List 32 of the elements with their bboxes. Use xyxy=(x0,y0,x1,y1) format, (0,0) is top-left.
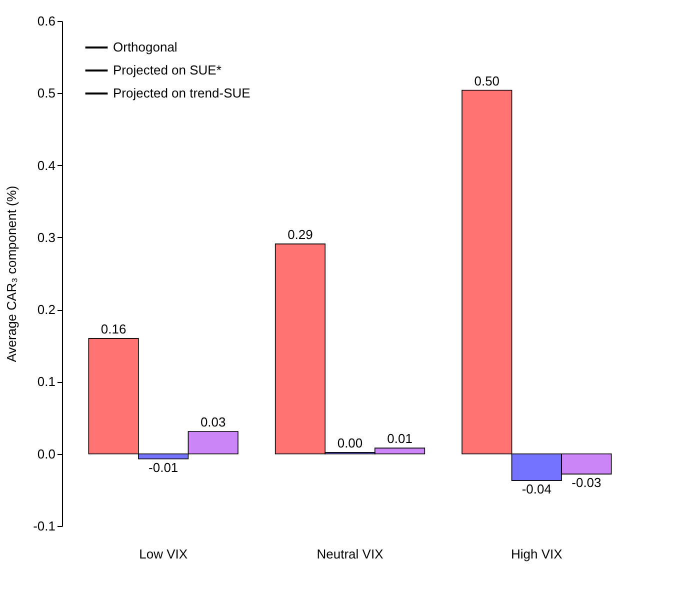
y-tick-label: -0.1 xyxy=(33,518,56,534)
bar xyxy=(561,453,612,474)
legend-label: Projected on trend-SUE xyxy=(113,86,251,100)
bar xyxy=(462,90,512,454)
bar xyxy=(88,338,139,454)
x-tick-label: Neutral VIX xyxy=(316,546,384,562)
y-tick-label: 0.3 xyxy=(37,230,56,245)
data-label: 0.03 xyxy=(200,414,226,430)
data-label: -0.04 xyxy=(522,482,552,497)
bar xyxy=(511,453,562,481)
y-tick-label: 0.4 xyxy=(37,158,56,173)
data-label: -0.01 xyxy=(148,460,178,475)
data-label: 0.16 xyxy=(100,321,126,336)
y-tick-label: 0.5 xyxy=(37,86,56,101)
data-label: 0.00 xyxy=(337,435,363,450)
bar xyxy=(374,448,426,454)
data-label: 0.50 xyxy=(474,73,500,88)
legend-label: Orthogonal xyxy=(113,40,178,54)
y-tick-label: 0.0 xyxy=(37,446,56,462)
x-tick-label: Low VIX xyxy=(139,546,188,562)
x-tick-label: High VIX xyxy=(511,546,563,562)
y-axis-title: Average CAR₃ component (%) xyxy=(4,186,20,362)
y-tick-label: 0.2 xyxy=(37,302,56,318)
legend-label: Projected on SUE* xyxy=(113,62,222,78)
data-label: -0.03 xyxy=(572,475,602,490)
data-label: 0.01 xyxy=(387,431,412,446)
bar xyxy=(274,244,326,454)
bar xyxy=(138,453,189,460)
y-tick-label: 0.6 xyxy=(37,14,56,28)
data-label: 0.29 xyxy=(288,226,313,242)
y-tick-label: 0.1 xyxy=(37,374,56,390)
bar xyxy=(188,431,238,454)
